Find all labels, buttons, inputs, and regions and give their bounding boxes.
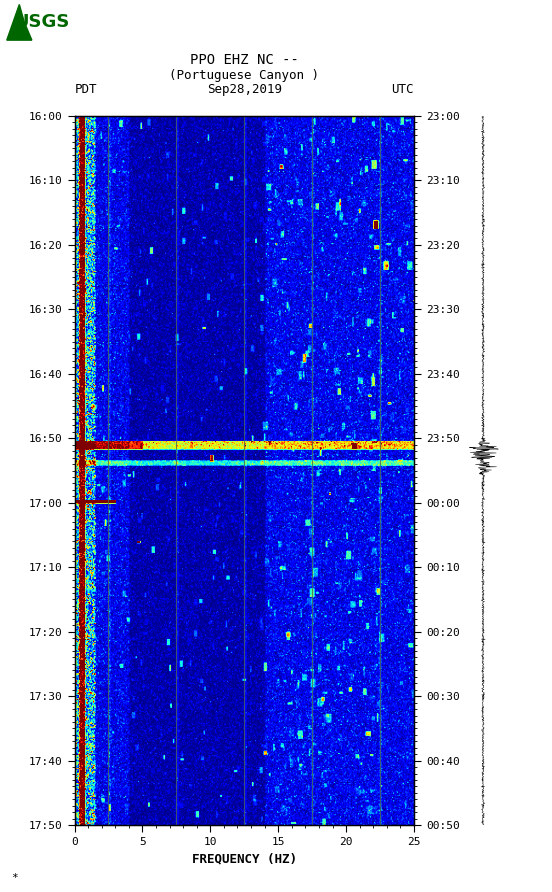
Polygon shape xyxy=(7,4,32,40)
Text: USGS: USGS xyxy=(14,13,70,31)
Text: (Portuguese Canyon ): (Portuguese Canyon ) xyxy=(169,69,319,82)
Text: UTC: UTC xyxy=(391,83,414,96)
Text: Sep28,2019: Sep28,2019 xyxy=(207,83,282,96)
Text: PDT: PDT xyxy=(75,83,97,96)
Text: *: * xyxy=(11,873,18,883)
X-axis label: FREQUENCY (HZ): FREQUENCY (HZ) xyxy=(192,853,297,865)
Text: PPO EHZ NC --: PPO EHZ NC -- xyxy=(190,53,299,67)
